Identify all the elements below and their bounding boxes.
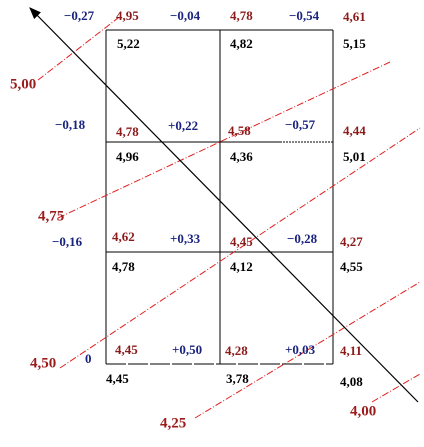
isoline-label: 4,50 <box>30 355 56 371</box>
change-label: +0,22 <box>168 118 198 133</box>
direction-arrow <box>29 7 419 403</box>
black-value: 5,01 <box>343 149 366 164</box>
change-label: −0,04 <box>170 8 201 23</box>
red-value: 4,45 <box>115 342 138 357</box>
black-value: 4,96 <box>116 149 139 164</box>
black-value: 4,45 <box>106 371 129 386</box>
black-value: 4,78 <box>112 259 135 274</box>
isoline-label: 4,00 <box>350 403 376 419</box>
black-value: 3,78 <box>226 371 249 386</box>
grid <box>105 29 334 365</box>
red-value: 4,78 <box>116 124 139 139</box>
red-value: 4,61 <box>343 9 366 24</box>
red-value: 4,45 <box>230 234 253 249</box>
red-value: 4,58 <box>228 123 251 138</box>
change-label: −0,18 <box>55 117 86 132</box>
change-label: −0,57 <box>285 117 316 132</box>
black-value: 4,12 <box>230 259 253 274</box>
black-value: 4,82 <box>230 36 253 51</box>
change-label: −0,16 <box>52 234 83 249</box>
black-value: 5,22 <box>117 36 140 51</box>
red-value: 4,95 <box>116 8 139 23</box>
isoline-label: 4,25 <box>160 415 186 431</box>
change-label: −0,54 <box>289 8 320 23</box>
isolines <box>37 17 421 419</box>
black-value: 4,36 <box>230 149 253 164</box>
black-value: 4,55 <box>340 259 363 274</box>
change-label: −0,28 <box>287 231 318 246</box>
red-value: 4,62 <box>112 229 135 244</box>
change-label: 0 <box>85 351 92 366</box>
black-value: 4,08 <box>340 374 363 389</box>
change-label: −0,27 <box>64 8 95 23</box>
red-value: 4,78 <box>230 8 253 23</box>
red-value: 4,11 <box>340 343 362 358</box>
red-value: 4,44 <box>343 123 366 138</box>
change-label: +0,33 <box>170 231 201 246</box>
change-label: +0,50 <box>172 342 202 357</box>
isoline-label: 5,00 <box>10 76 36 92</box>
red-value: 4,28 <box>225 343 248 358</box>
change-label: +0,03 <box>285 342 316 357</box>
red-value: 4,27 <box>340 234 363 249</box>
isoline-label: 4,75 <box>38 208 64 224</box>
black-value: 5,15 <box>343 36 366 51</box>
